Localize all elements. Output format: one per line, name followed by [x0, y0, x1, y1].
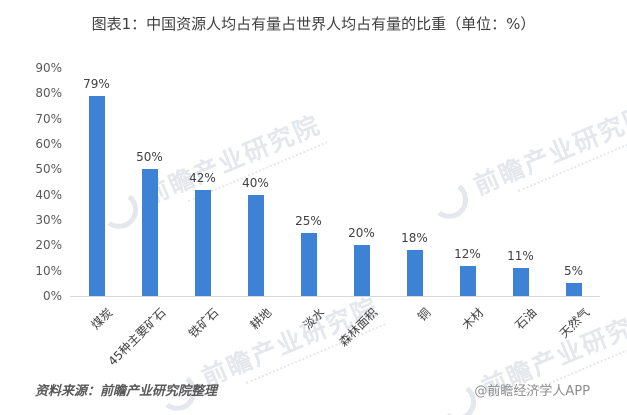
bar [88, 95, 105, 296]
publisher-credit: @前瞻经济学人APP [474, 384, 590, 399]
bar-group-2: 50% 45种主要矿石 [106, 68, 176, 368]
bar-value-label: 5% [563, 264, 584, 279]
bar [194, 189, 211, 296]
bar-value-label: 11% [507, 249, 534, 264]
x-category-label: 耕地 [247, 305, 275, 333]
bar-value-label: 79% [83, 76, 110, 91]
watermark-logo-icon [435, 379, 479, 415]
bar-group-3: 42% 铁矿石 [176, 68, 229, 341]
bar-value-label: 50% [136, 150, 163, 165]
bar [512, 268, 529, 296]
bar-value-label: 18% [401, 231, 428, 246]
x-category-label: 铜 [415, 305, 434, 324]
bar [141, 169, 158, 296]
x-category-label: 铁矿石 [186, 305, 222, 341]
bar [353, 245, 370, 296]
bar [459, 265, 476, 296]
bar-group-6: 20% 森林面积 [335, 68, 388, 349]
bar-value-label: 20% [348, 226, 375, 241]
x-category-label: 木材 [459, 305, 487, 333]
bar-group-8: 12% 木材 [441, 68, 494, 333]
bar-slots: 79% 煤炭 50% 45种主要矿石 42% 铁矿石 40% 耕地 25% 淡水 20% 森林面积 18… [70, 68, 600, 369]
source-note: 资料来源：前瞻产业研究院整理 [35, 384, 218, 399]
x-category-label: 石油 [512, 305, 540, 333]
y-tick-label: 60% [35, 137, 62, 152]
x-category-label: 煤炭 [88, 305, 116, 333]
y-tick-label: 0% [42, 289, 62, 303]
bar [406, 250, 423, 296]
y-tick-label: 80% [35, 86, 62, 101]
bar-group-5: 25% 淡水 [282, 68, 335, 333]
bar-group-10: 5% 天然气 [547, 68, 600, 340]
bar-value-label: 42% [189, 170, 216, 185]
y-tick-label: 40% [35, 187, 62, 202]
bar-value-label: 25% [295, 213, 322, 228]
chart-title: 图表1：中国资源人均占有量占世界人均占有量的比重（单位：%） [91, 15, 536, 33]
bar-group-7: 18% 铜 [388, 68, 441, 323]
bar-group-9: 11% 石油 [494, 68, 547, 332]
bar-group-1: 79% 煤炭 [70, 68, 123, 332]
y-tick-label: 20% [35, 238, 62, 253]
x-category-label: 淡水 [300, 305, 328, 333]
bar-value-label: 12% [454, 246, 481, 261]
bar [300, 232, 317, 296]
x-category-label: 森林面积 [336, 305, 381, 350]
bar-group-4: 40% 耕地 [229, 68, 282, 333]
bar-value-label: 40% [242, 175, 269, 190]
bar [565, 283, 582, 296]
y-tick-label: 50% [35, 162, 62, 177]
y-tick-label: 10% [35, 263, 62, 278]
y-axis: 0% 10% 20% 30% 40% 50% 60% 70% 80% 90% [0, 61, 62, 303]
y-tick-label: 70% [35, 111, 62, 126]
x-category-label: 天然气 [557, 305, 593, 341]
y-tick-label: 90% [35, 61, 62, 75]
plot-area: 79% 煤炭 50% 45种主要矿石 42% 铁矿石 40% 耕地 25% 淡水 20% 森林面积 18… [70, 68, 600, 369]
y-tick-label: 30% [35, 213, 62, 228]
bar [247, 194, 264, 296]
